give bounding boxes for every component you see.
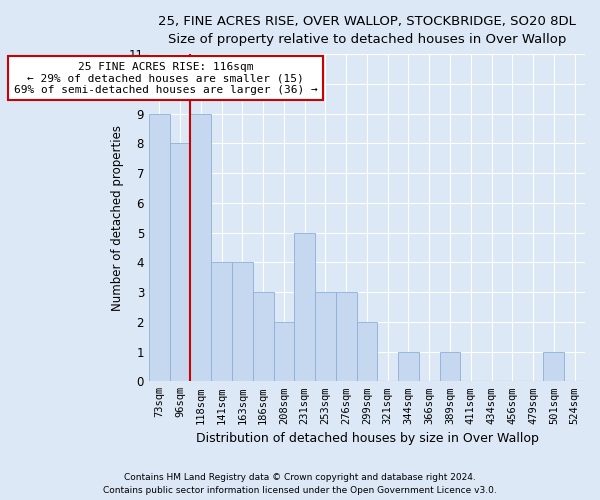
Y-axis label: Number of detached properties: Number of detached properties (110, 124, 124, 310)
Bar (398, 352, 419, 382)
X-axis label: Distribution of detached houses by size in Over Wallop: Distribution of detached houses by size … (196, 432, 538, 445)
Title: 25, FINE ACRES RISE, OVER WALLOP, STOCKBRIDGE, SO20 8DL
Size of property relativ: 25, FINE ACRES RISE, OVER WALLOP, STOCKB… (158, 15, 576, 46)
Bar (253, 292, 274, 382)
Bar (274, 322, 294, 382)
Bar (544, 352, 564, 382)
Bar (440, 352, 460, 382)
Bar (232, 262, 253, 382)
Bar (294, 232, 315, 382)
Text: 25 FINE ACRES RISE: 116sqm
← 29% of detached houses are smaller (15)
69% of semi: 25 FINE ACRES RISE: 116sqm ← 29% of deta… (14, 62, 317, 94)
Bar (149, 114, 170, 382)
Bar (356, 322, 377, 382)
Bar (336, 292, 356, 382)
Bar (190, 114, 211, 382)
Bar (315, 292, 336, 382)
Text: Contains HM Land Registry data © Crown copyright and database right 2024.
Contai: Contains HM Land Registry data © Crown c… (103, 474, 497, 495)
Bar (211, 262, 232, 382)
Bar (170, 144, 190, 382)
